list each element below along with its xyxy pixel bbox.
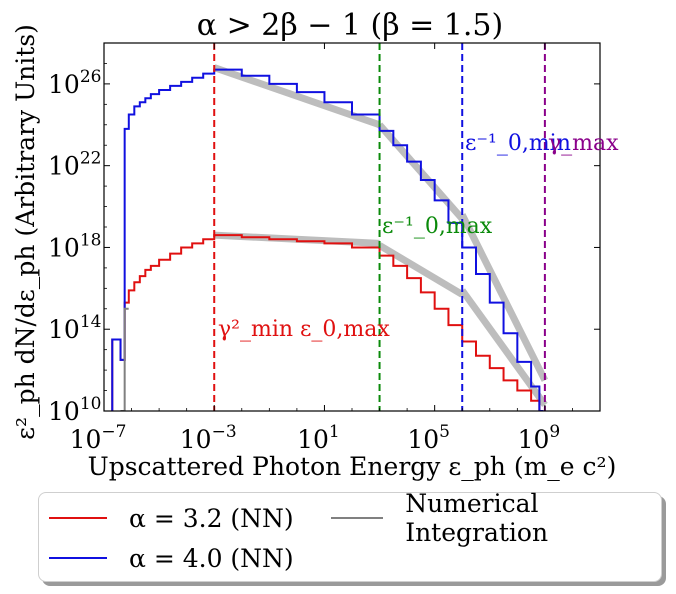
numerical-integration-segment-1	[377, 242, 465, 298]
chart-title: α > 2β − 1 (β = 1.5)	[197, 8, 503, 43]
y-axis-label: ε²_ph dN/dε_ph (Arbitrary Units)	[11, 24, 40, 440]
legend-item-alpha-4-0: α = 4.0 (NN)	[49, 543, 294, 573]
legend-label-numerical: Numerical Integration	[405, 489, 549, 547]
y-tick-label: 1022	[48, 149, 101, 181]
y-tick-label: 1014	[48, 312, 101, 344]
annotation-gamma-max: γ_max	[548, 131, 619, 156]
legend-label-alpha-4-0: α = 4.0 (NN)	[129, 543, 294, 573]
series-numerical-integration-low-energy-edge-	[120, 307, 129, 411]
legend-item-numerical: Numerical Integration	[331, 489, 661, 547]
legend-swatch-numerical	[331, 517, 384, 519]
x-axis-label: Upscattered Photon Energy ε_ph (m_e c²)	[88, 452, 617, 481]
x-tick-label: 101	[297, 422, 340, 454]
legend-swatch-alpha-4-0	[49, 557, 107, 559]
x-tick-label: 105	[407, 422, 450, 454]
annotation-eps0min-inverse: ε⁻¹_0,min	[465, 131, 571, 156]
annotation-eps0max-inverse: ε⁻¹_0,max	[382, 214, 493, 239]
x-tick-label: 10−7	[70, 422, 127, 454]
y-tick-label: 1010	[48, 394, 101, 426]
legend-swatch-alpha-3-2	[49, 517, 107, 519]
y-tick-label: 1026	[48, 67, 101, 99]
x-ticks: 10−7 10−3 101 105 109	[70, 43, 601, 454]
series-layer	[111, 68, 544, 411]
series--4-0-nn-	[111, 68, 544, 411]
y-ticks: 1010 1014 1018 1022 1026	[48, 42, 600, 426]
numerical-integration-segment-3	[213, 64, 381, 129]
plot-frame	[103, 42, 601, 412]
legend-item-alpha-3-2: α = 3.2 (NN)	[49, 503, 294, 533]
annotation-gamma-min-sq-eps0max: γ²_min ε_0,max	[218, 317, 390, 342]
numerical-integration-segment-5	[459, 213, 549, 382]
y-tick-label: 1018	[48, 230, 101, 262]
reference-lines-layer	[213, 43, 546, 411]
x-tick-label: 109	[518, 422, 561, 454]
series--3-2-nn-	[111, 234, 544, 411]
x-tick-label: 10−3	[180, 422, 237, 454]
legend-label-alpha-3-2: α = 3.2 (NN)	[129, 503, 294, 533]
legend: α = 3.2 (NN) Numerical Integration α = 4…	[38, 489, 662, 582]
